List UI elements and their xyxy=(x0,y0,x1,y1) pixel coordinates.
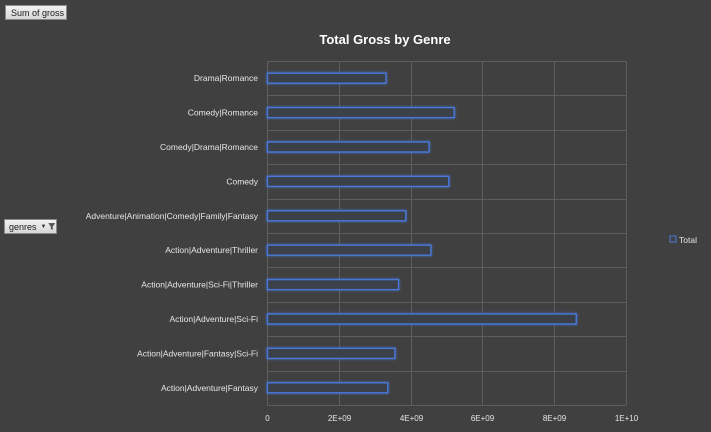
x-tick-label: 2E+09 xyxy=(328,414,352,423)
x-tick-label: 0 xyxy=(265,414,270,423)
category-label: Comedy|Romance xyxy=(188,108,259,118)
dropdown-arrow-icon: ▼ xyxy=(40,223,47,230)
legend-entry-total: Total xyxy=(679,235,697,245)
category-label: Drama|Romance xyxy=(194,73,258,83)
filter-icon xyxy=(48,223,56,230)
bar xyxy=(266,244,432,256)
x-tick-label: 4E+09 xyxy=(400,414,424,423)
axis-field-label: genres xyxy=(9,221,37,232)
x-tick-label: 6E+09 xyxy=(471,414,495,423)
values-field-button[interactable]: Sum of gross xyxy=(5,5,67,20)
x-tick-label: 1E+10 xyxy=(615,414,639,423)
bar xyxy=(266,106,455,119)
x-tick-label: 8E+09 xyxy=(543,414,567,423)
bar xyxy=(266,313,577,325)
category-label: Adventure|Animation|Comedy|Family|Fantas… xyxy=(86,211,259,221)
legend-swatch-total xyxy=(669,235,677,243)
x-tick-labels: 0 2E+09 4E+09 6E+09 8E+09 1E+10 xyxy=(265,414,638,423)
bar xyxy=(266,210,407,222)
category-label: Action|Adventure|Sci-Fi|Thriller xyxy=(141,280,258,290)
chart-title: Total Gross by Genre xyxy=(319,32,450,47)
bar xyxy=(266,382,389,394)
bar xyxy=(266,141,430,153)
category-label: Comedy|Drama|Romance xyxy=(160,142,258,152)
values-field-label: Sum of gross xyxy=(11,7,65,18)
category-label: Comedy xyxy=(226,176,258,186)
category-label: Action|Adventure|Sci-Fi xyxy=(169,314,258,324)
bars xyxy=(266,72,577,394)
axis-field-button[interactable]: genres ▼ xyxy=(4,219,57,234)
legend: Total xyxy=(669,235,697,245)
category-label: Action|Adventure|Fantasy xyxy=(161,383,259,393)
category-label: Action|Adventure|Thriller xyxy=(165,245,258,255)
bar xyxy=(266,347,396,360)
bar xyxy=(266,72,387,84)
bar xyxy=(266,175,450,188)
gridlines xyxy=(267,61,627,406)
bar xyxy=(266,278,400,291)
category-labels: Drama|Romance Comedy|Romance Comedy|Drama|… xyxy=(86,73,259,393)
category-label: Action|Adventure|Fantasy|Sci-Fi xyxy=(137,348,258,358)
